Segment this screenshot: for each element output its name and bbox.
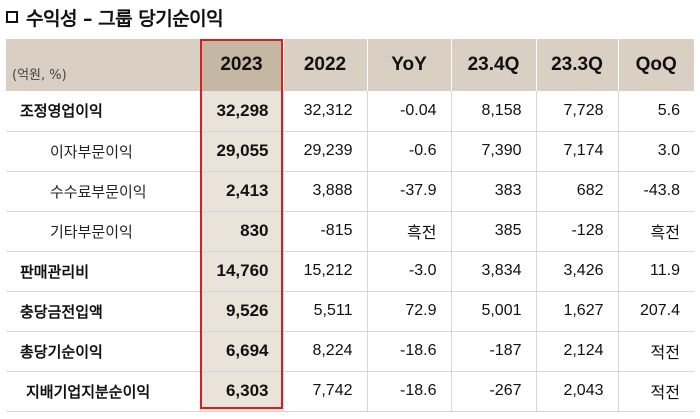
cell-yoy: 72.9 (366, 291, 451, 331)
row-label: 총당기순이익 (20, 342, 103, 361)
cell-qoq: 11.9 (617, 251, 694, 291)
row-label: 지배기업지분순이익 (26, 382, 151, 401)
cell-23-3q: 2,043 (535, 371, 618, 411)
row-label: 이자부문이익 (50, 142, 133, 161)
table-row: 수수료부문이익 2,413 3,888 -37.9 383 682 -43.8 (6, 171, 694, 211)
cell-2022: 3,888 (282, 171, 367, 211)
cell-23-4q: 5,001 (450, 291, 536, 331)
page-title: 수익성 – 그룹 당기순이익 (6, 3, 224, 31)
cell-23-3q: 7,174 (535, 131, 618, 171)
cell-qoq: 3.0 (617, 131, 694, 171)
cell-2023: 2,413 (199, 171, 283, 211)
row-label: 조정영업이익 (20, 102, 103, 121)
cell-2023: 29,055 (199, 131, 283, 171)
cell-yoy: -37.9 (366, 171, 451, 211)
cell-2022: 7,742 (282, 371, 367, 411)
cell-yoy: -0.6 (366, 131, 451, 171)
cell-2022: 5,511 (282, 291, 367, 331)
cell-2023: 830 (199, 211, 283, 251)
cell-23-4q: 385 (450, 211, 536, 251)
cell-23-3q: 682 (535, 171, 618, 211)
page-title-text: 수익성 – 그룹 당기순이익 (26, 7, 224, 30)
cell-qoq: 5.6 (617, 91, 694, 131)
cell-2023: 14,760 (199, 251, 283, 291)
table-row: 판매관리비 14,760 15,212 -3.0 3,834 3,426 11.… (6, 251, 694, 291)
cell-qoq: -43.8 (617, 171, 694, 211)
cell-2023: 9,526 (199, 291, 283, 331)
checkbox-square-icon (6, 11, 18, 23)
column-header-qoq: QoQ (617, 39, 694, 91)
cell-23-3q: 3,426 (535, 251, 618, 291)
cell-yoy: -18.6 (366, 371, 451, 411)
table-row: 기타부문이익 830 -815 흑전 385 -128 흑전 (6, 211, 694, 251)
cell-23-4q: 8,158 (450, 91, 536, 131)
column-header-23-3q: 23.3Q (535, 39, 618, 91)
table-row: 조정영업이익 32,298 32,312 -0.04 8,158 7,728 5… (6, 91, 694, 131)
cell-2023: 6,694 (199, 331, 283, 371)
column-header-2023: 2023 (199, 39, 283, 91)
cell-2022: 15,212 (282, 251, 367, 291)
cell-qoq: 적전 (617, 371, 694, 411)
row-label: 충당금전입액 (20, 302, 103, 321)
table-row: 충당금전입액 9,526 5,511 72.9 5,001 1,627 207.… (6, 291, 694, 331)
table-row: 총당기순이익 6,694 8,224 -18.6 -187 2,124 적전 (6, 331, 694, 371)
cell-23-3q: -128 (535, 211, 618, 251)
row-label: 수수료부문이익 (50, 182, 147, 201)
table-header-row: (억원, %) 2023 2022 YoY 23.4Q 23.3Q QoQ (6, 39, 694, 91)
table-row: 이자부문이익 29,055 29,239 -0.6 7,390 7,174 3.… (6, 131, 694, 171)
cell-yoy: -18.6 (366, 331, 451, 371)
cell-23-3q: 7,728 (535, 91, 618, 131)
cell-2022: 32,312 (282, 91, 367, 131)
cell-23-3q: 2,124 (535, 331, 618, 371)
cell-yoy: -3.0 (366, 251, 451, 291)
cell-23-4q: -267 (450, 371, 536, 411)
cell-2022: -815 (282, 211, 367, 251)
unit-label: (억원, %) (12, 68, 67, 83)
profitability-table: (억원, %) 2023 2022 YoY 23.4Q 23.3Q QoQ 조정… (6, 39, 694, 412)
cell-qoq: 207.4 (617, 291, 694, 331)
row-label: 기타부문이익 (50, 222, 133, 241)
cell-23-4q: 383 (450, 171, 536, 211)
cell-2022: 29,239 (282, 131, 367, 171)
cell-2022: 8,224 (282, 331, 367, 371)
column-header-23-4q: 23.4Q (450, 39, 536, 91)
cell-23-4q: 7,390 (450, 131, 536, 171)
cell-23-4q: -187 (450, 331, 536, 371)
column-header-yoy: YoY (366, 39, 451, 91)
column-header-2022: 2022 (282, 39, 367, 91)
cell-qoq: 흑전 (617, 211, 694, 251)
cell-23-4q: 3,834 (450, 251, 536, 291)
table-row: 지배기업지분순이익 6,303 7,742 -18.6 -267 2,043 적… (6, 371, 694, 411)
cell-2023: 32,298 (199, 91, 283, 131)
cell-23-3q: 1,627 (535, 291, 618, 331)
cell-yoy: 흑전 (366, 211, 451, 251)
cell-yoy: -0.04 (366, 91, 451, 131)
cell-2023: 6,303 (199, 371, 283, 411)
cell-qoq: 적전 (617, 331, 694, 371)
row-label: 판매관리비 (20, 262, 90, 281)
